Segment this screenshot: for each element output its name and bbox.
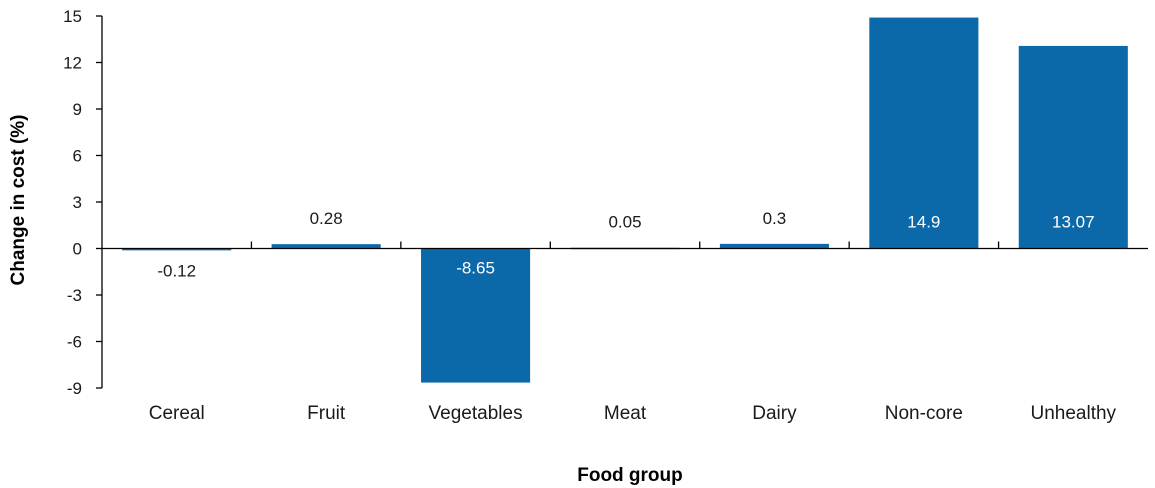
data-label: 13.07 <box>1052 213 1095 232</box>
y-tick-label: -6 <box>67 333 82 352</box>
y-axis-ticks: 15 12 9 6 3 0 -3 -6 -9 <box>63 7 102 398</box>
data-label: -8.65 <box>456 259 495 278</box>
bar-dairy <box>719 243 829 249</box>
x-tick-label: Non-core <box>885 403 963 424</box>
x-tick-label: Meat <box>604 403 647 424</box>
bar-cereal <box>122 248 232 251</box>
data-label: 0.28 <box>310 209 343 228</box>
bars <box>122 17 1128 383</box>
y-tick-label: 12 <box>63 54 82 73</box>
bar-non-core <box>869 17 979 249</box>
y-tick-label: 9 <box>73 100 82 119</box>
y-tick-label: -3 <box>67 286 82 305</box>
x-tick-label: Unhealthy <box>1031 403 1117 424</box>
y-tick-label: 3 <box>73 193 82 212</box>
bar-vegetables <box>421 248 531 383</box>
x-tick-label: Fruit <box>307 403 346 424</box>
data-label: 14.9 <box>907 213 940 232</box>
y-tick-label: -9 <box>67 379 82 398</box>
data-label: 0.05 <box>608 213 641 232</box>
x-tick-label: Dairy <box>752 403 797 424</box>
data-labels: -0.12 0.28 -8.65 0.05 0.3 14.9 13.07 <box>157 209 1094 281</box>
y-tick-label: 6 <box>73 147 82 166</box>
zero-axis-line <box>102 241 1148 250</box>
bar-fruit <box>271 244 381 249</box>
y-tick-label: 0 <box>73 240 82 259</box>
x-tick-label: Vegetables <box>429 403 523 424</box>
data-label: 0.3 <box>763 209 787 228</box>
x-axis-tick-labels: Cereal Fruit Vegetables Meat Dairy Non-core Un… <box>149 403 1117 424</box>
x-tick-label: Cereal <box>149 403 205 424</box>
x-axis-title: Food group <box>577 465 683 486</box>
bar-unhealthy <box>1018 45 1128 249</box>
data-label: -0.12 <box>157 262 196 281</box>
y-axis-title: Change in cost (%) <box>8 114 29 285</box>
y-tick-label: 15 <box>63 7 82 26</box>
